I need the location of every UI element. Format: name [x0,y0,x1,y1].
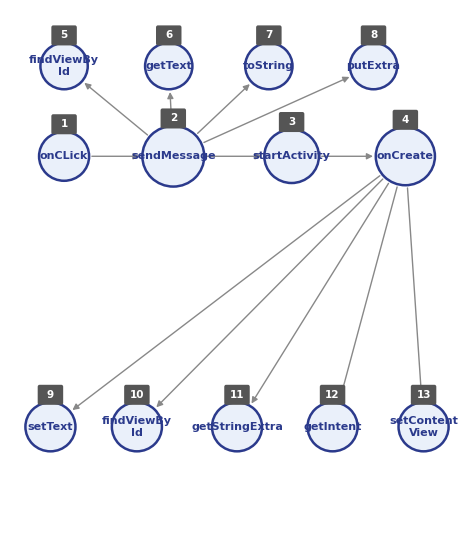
FancyBboxPatch shape [156,26,182,45]
Ellipse shape [40,43,88,89]
Text: 9: 9 [47,390,54,400]
Ellipse shape [399,402,448,451]
Text: putExtra: putExtra [346,61,401,71]
Ellipse shape [264,130,319,183]
Ellipse shape [376,127,435,185]
FancyBboxPatch shape [392,110,418,130]
Text: 11: 11 [230,390,244,400]
Ellipse shape [212,402,262,451]
Text: setText: setText [27,422,73,432]
FancyBboxPatch shape [124,385,150,405]
Text: getText: getText [146,61,192,71]
Text: 8: 8 [370,30,377,41]
Ellipse shape [142,126,204,187]
Text: findViewBy
Id: findViewBy Id [102,416,172,438]
Text: 3: 3 [288,117,295,127]
FancyBboxPatch shape [256,26,282,45]
FancyBboxPatch shape [279,112,304,132]
Text: 13: 13 [416,390,431,400]
Ellipse shape [39,132,89,181]
Text: 1: 1 [61,119,68,130]
FancyBboxPatch shape [51,114,77,134]
Ellipse shape [145,43,192,89]
Text: findViewBy
Id: findViewBy Id [29,55,99,77]
Ellipse shape [245,43,292,89]
FancyBboxPatch shape [411,385,436,405]
Text: toString: toString [243,61,294,71]
FancyBboxPatch shape [320,385,345,405]
Text: onCLick: onCLick [40,151,88,161]
FancyBboxPatch shape [361,26,386,45]
Text: setContent
View: setContent View [389,416,458,438]
Ellipse shape [26,402,75,451]
Text: getIntent: getIntent [303,422,362,432]
Text: 10: 10 [130,390,144,400]
Text: onCreate: onCreate [377,151,434,161]
Text: startActivity: startActivity [253,151,330,161]
Text: getStringExtra: getStringExtra [191,422,283,432]
Ellipse shape [350,43,397,89]
Ellipse shape [308,402,357,451]
Text: 4: 4 [401,115,409,125]
Text: 2: 2 [170,114,177,124]
FancyBboxPatch shape [51,26,77,45]
Text: 12: 12 [325,390,340,400]
FancyBboxPatch shape [224,385,250,405]
FancyBboxPatch shape [161,108,186,128]
Text: 5: 5 [61,30,68,41]
Ellipse shape [112,402,162,451]
FancyBboxPatch shape [38,385,63,405]
Text: sendMessage: sendMessage [131,151,216,161]
Text: 6: 6 [165,30,173,41]
Text: 7: 7 [265,30,273,41]
